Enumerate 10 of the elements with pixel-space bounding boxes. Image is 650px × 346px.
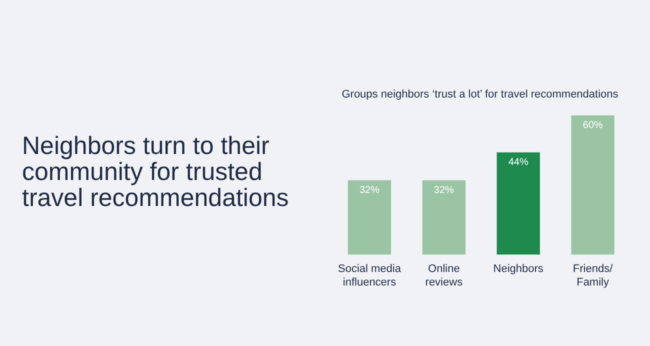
data-label: 32% xyxy=(434,185,454,196)
text: Neighbors turn to their community for trusted travel recommendations xyxy=(22,132,290,212)
data-label: 60% xyxy=(582,120,603,131)
x-tick-label: Online reviews xyxy=(425,263,464,288)
x-tick-label: Neighbors xyxy=(493,263,544,276)
data-label: 44% xyxy=(508,157,528,168)
chart-subtitle: Groups neighbors ‘trust a lot’ for travel recommendations xyxy=(342,88,619,101)
x-tick-label: Social media influencers xyxy=(338,263,402,288)
x-tick-label: Friends/Family xyxy=(572,263,614,288)
data-label: 32% xyxy=(359,185,380,196)
